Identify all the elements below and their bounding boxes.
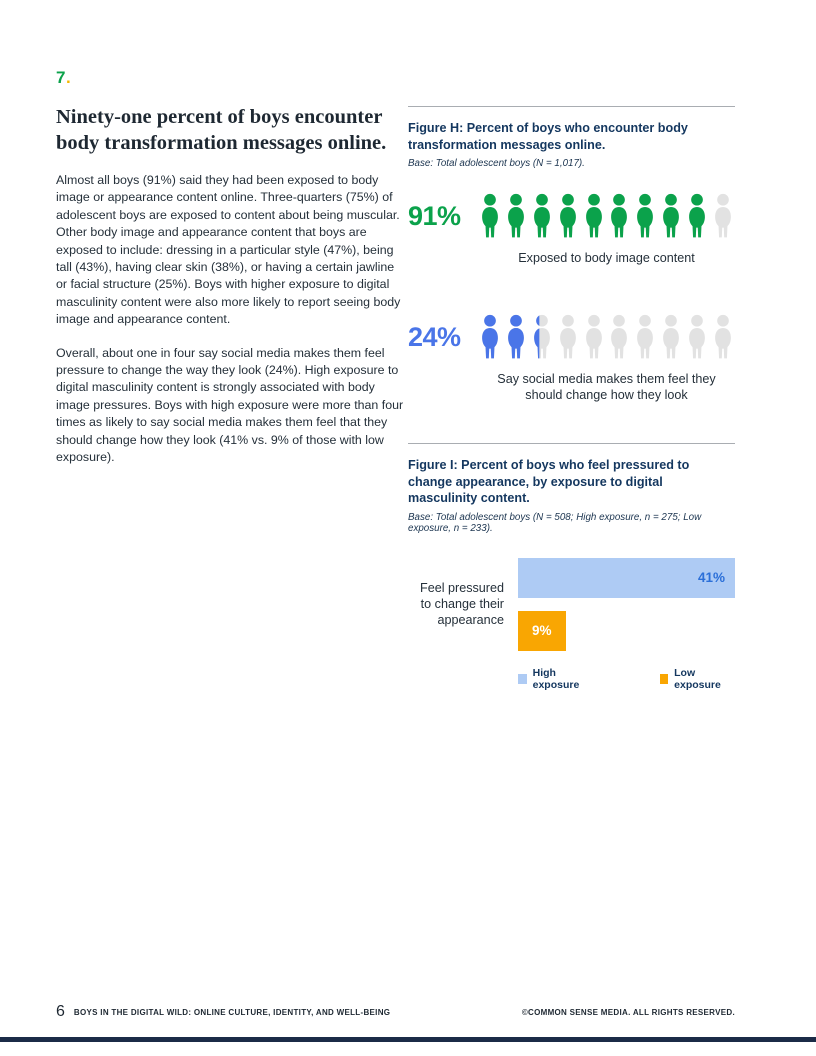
section-number-dot: . [65, 68, 72, 87]
pictograph-caption: Exposed to body image content [518, 251, 695, 265]
person-icon [607, 191, 631, 241]
section-number: 7. [56, 68, 404, 88]
person-icon [504, 312, 528, 362]
figure-i-title: Figure I: Percent of boys who feel press… [408, 458, 690, 505]
person-icon [582, 191, 606, 241]
person-icon [659, 312, 683, 362]
person-icon [504, 191, 528, 241]
legend-item: Low exposure [659, 666, 735, 691]
figure-i-base-note: Base: Total adolescent boys (N = 508; Hi… [408, 511, 702, 534]
figure-i-divider [408, 443, 735, 444]
pictograph-row-exposed: 91% [408, 191, 735, 241]
chart-legend: High exposure Low exposure [518, 667, 735, 691]
bar-chart-bars: 41% 9% [518, 557, 735, 651]
person-icon [607, 312, 631, 362]
person-icon [530, 191, 554, 241]
footer-left: 6 BOYS IN THE DIGITAL WILD: ONLINE CULTU… [56, 1003, 390, 1021]
text-column: 7. Ninety-one percent of boys encounter … [56, 68, 404, 467]
bottom-accent-bar [0, 1037, 816, 1042]
person-icon [685, 312, 709, 362]
legend-item: High exposure [518, 667, 596, 691]
person-icon [530, 312, 554, 362]
person-icon [478, 191, 502, 241]
footer-copyright: ©COMMON SENSE MEDIA. ALL RIGHTS RESERVED… [521, 1007, 735, 1017]
person-icon [556, 312, 580, 362]
bar-low-exposure: 9% [518, 610, 566, 651]
bar-chart: Feel pressured to change their appearanc… [408, 557, 735, 651]
person-icon [478, 312, 502, 362]
person-icon-row [478, 312, 735, 362]
person-icon [633, 312, 657, 362]
bar-high-exposure: 41% [518, 557, 735, 598]
person-icon [711, 312, 735, 362]
person-icon [685, 191, 709, 241]
percent-value: 91% [408, 200, 461, 231]
bar-value-label: 41% [697, 570, 725, 585]
body-paragraph: Overall, about one in four say social me… [56, 345, 404, 465]
pictograph-caption: Say social media makes them feel they sh… [497, 372, 716, 402]
legend-swatch [518, 673, 527, 684]
figure-h-base-note: Base: Total adolescent boys (N = 1,017). [408, 158, 585, 169]
person-icon [659, 191, 683, 241]
figure-h-divider [408, 106, 735, 107]
legend-label: Low exposure [674, 666, 721, 691]
person-icon [633, 191, 657, 241]
section-number-digit: 7 [56, 68, 66, 87]
percent-value: 24% [408, 321, 461, 352]
bar-chart-category-label: Feel pressured to change their appearanc… [420, 581, 504, 627]
person-icon [556, 191, 580, 241]
person-icon [711, 191, 735, 241]
pictograph-row-pressure: 24% [408, 312, 735, 362]
bar-track-low-exposure: 9% [518, 610, 735, 651]
legend-label: High exposure [532, 666, 580, 691]
footer-report-title: BOYS IN THE DIGITAL WILD: ONLINE CULTURE… [73, 1007, 391, 1017]
body-paragraph: Almost all boys (91%) said they had been… [56, 173, 401, 327]
figures-column: Figure H: Percent of boys who encounter … [408, 106, 735, 691]
footer-page-number: 6 [56, 1003, 65, 1020]
page-footer: 6 BOYS IN THE DIGITAL WILD: ONLINE CULTU… [56, 1003, 735, 1021]
bar-value-label: 9% [532, 623, 552, 638]
page-title: Ninety-one percent of boys encounter bod… [56, 106, 387, 154]
legend-swatch [659, 673, 669, 684]
figure-h-title: Figure H: Percent of boys who encounter … [408, 121, 688, 152]
bar-track-high-exposure: 41% [518, 557, 735, 598]
person-icon-row [478, 191, 735, 241]
person-icon [582, 312, 606, 362]
